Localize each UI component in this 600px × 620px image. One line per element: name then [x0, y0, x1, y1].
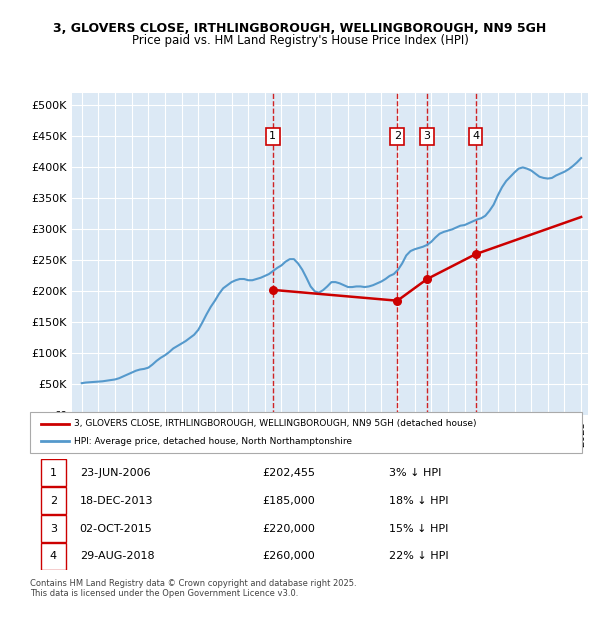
Text: Price paid vs. HM Land Registry's House Price Index (HPI): Price paid vs. HM Land Registry's House …	[131, 34, 469, 47]
Text: 1: 1	[269, 131, 276, 141]
Text: 15% ↓ HPI: 15% ↓ HPI	[389, 523, 448, 534]
Text: 18% ↓ HPI: 18% ↓ HPI	[389, 495, 448, 506]
Text: 3% ↓ HPI: 3% ↓ HPI	[389, 467, 441, 478]
FancyBboxPatch shape	[41, 515, 66, 542]
Point	[471, 249, 481, 259]
FancyBboxPatch shape	[41, 543, 66, 570]
Text: £260,000: £260,000	[262, 551, 314, 562]
Text: 18-DEC-2013: 18-DEC-2013	[80, 495, 153, 506]
FancyBboxPatch shape	[41, 487, 66, 514]
Text: 02-OCT-2015: 02-OCT-2015	[80, 523, 152, 534]
Text: 1: 1	[50, 467, 57, 478]
Text: 29-AUG-2018: 29-AUG-2018	[80, 551, 154, 562]
Text: 3, GLOVERS CLOSE, IRTHLINGBOROUGH, WELLINGBOROUGH, NN9 5GH: 3, GLOVERS CLOSE, IRTHLINGBOROUGH, WELLI…	[53, 22, 547, 35]
Text: 22% ↓ HPI: 22% ↓ HPI	[389, 551, 448, 562]
Text: 23-JUN-2006: 23-JUN-2006	[80, 467, 151, 478]
Text: 3: 3	[424, 131, 431, 141]
Text: £202,455: £202,455	[262, 467, 315, 478]
Point	[392, 296, 402, 306]
Text: 2: 2	[394, 131, 401, 141]
FancyBboxPatch shape	[30, 412, 582, 453]
Text: £220,000: £220,000	[262, 523, 315, 534]
FancyBboxPatch shape	[41, 459, 66, 486]
Text: 4: 4	[472, 131, 479, 141]
Text: 3: 3	[50, 523, 57, 534]
Point	[268, 285, 278, 295]
Text: Contains HM Land Registry data © Crown copyright and database right 2025.
This d: Contains HM Land Registry data © Crown c…	[30, 579, 356, 598]
Text: £185,000: £185,000	[262, 495, 314, 506]
Text: 4: 4	[50, 551, 57, 562]
Text: 3, GLOVERS CLOSE, IRTHLINGBOROUGH, WELLINGBOROUGH, NN9 5GH (detached house): 3, GLOVERS CLOSE, IRTHLINGBOROUGH, WELLI…	[74, 419, 476, 428]
Point	[422, 274, 432, 284]
Text: 2: 2	[50, 495, 57, 506]
Text: HPI: Average price, detached house, North Northamptonshire: HPI: Average price, detached house, Nort…	[74, 437, 352, 446]
